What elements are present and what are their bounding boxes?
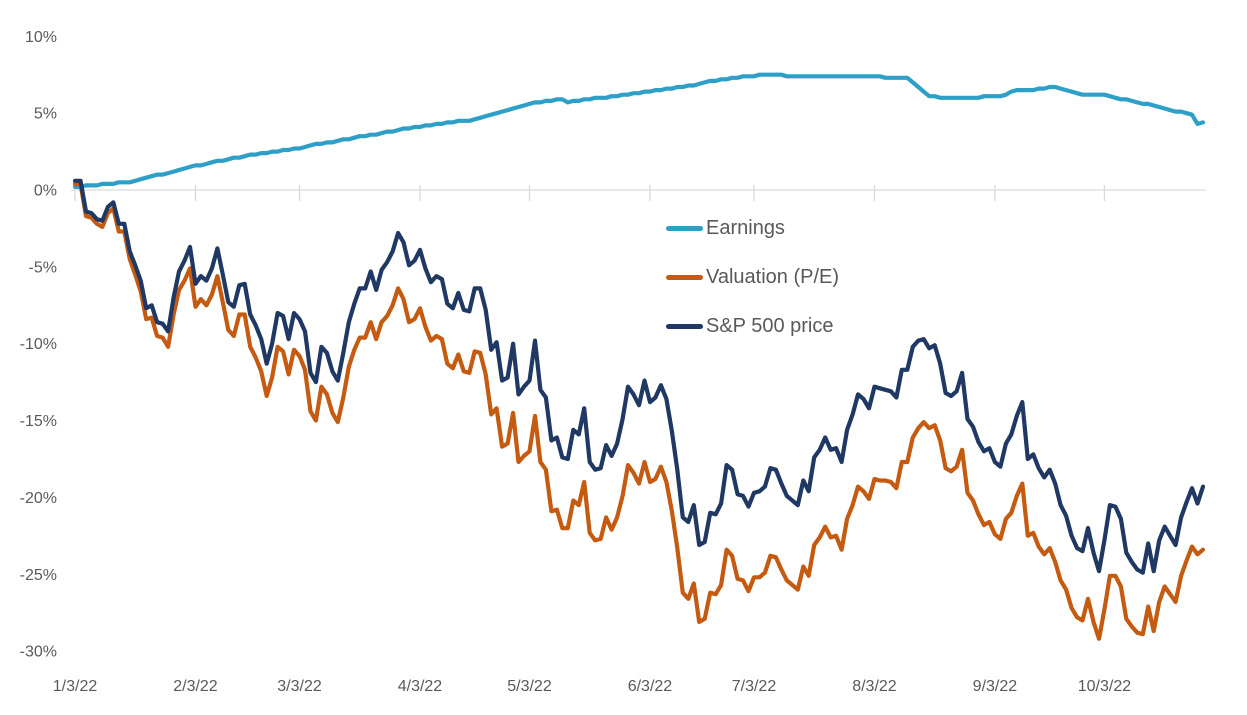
y-axis-tick-label: -10% (20, 336, 57, 353)
x-axis-tick-label: 2/3/22 (173, 678, 218, 695)
legend-label-sp500-price: S&P 500 price (706, 315, 834, 337)
legend: Earnings Valuation (P/E) S&P 500 price (666, 204, 839, 351)
x-axis-tick-label: 4/3/22 (398, 678, 443, 695)
series-line-valuation-p-e (72, 181, 1206, 641)
legend-item-sp500-price: S&P 500 price (666, 302, 839, 351)
x-axis-tick-label: 3/3/22 (277, 678, 322, 695)
legend-item-earnings: Earnings (666, 204, 839, 253)
sp500-price-line-swatch (666, 324, 703, 329)
legend-label-valuation: Valuation (P/E) (706, 266, 840, 288)
y-axis-tick-label: -20% (20, 490, 57, 507)
y-axis-tick-label: 10% (25, 29, 57, 46)
legend-item-valuation: Valuation (P/E) (666, 253, 839, 302)
x-axis-tick-label: 1/3/22 (53, 678, 98, 695)
series-line-earnings (72, 72, 1206, 189)
x-axis-tick-label: 5/3/22 (507, 678, 552, 695)
y-axis-tick-label: -30% (20, 644, 57, 661)
x-axis-tick-label: 9/3/22 (973, 678, 1018, 695)
series-line-s-p-500-price (72, 178, 1206, 575)
y-axis-tick-label: -25% (20, 567, 57, 584)
legend-label-earnings: Earnings (706, 217, 785, 239)
earnings-line-swatch (666, 226, 703, 231)
y-axis-tick-label: -15% (20, 413, 57, 430)
y-axis-tick-label: 0% (34, 183, 57, 200)
y-axis-tick-label: 5% (34, 106, 57, 123)
x-axis-tick-label: 7/3/22 (732, 678, 777, 695)
x-axis-tick-label: 10/3/22 (1078, 678, 1131, 695)
x-axis-tick-label: 6/3/22 (628, 678, 673, 695)
x-axis-tick-label: 8/3/22 (852, 678, 897, 695)
valuation-line-swatch (666, 275, 703, 280)
y-axis-tick-label: -5% (29, 259, 57, 276)
